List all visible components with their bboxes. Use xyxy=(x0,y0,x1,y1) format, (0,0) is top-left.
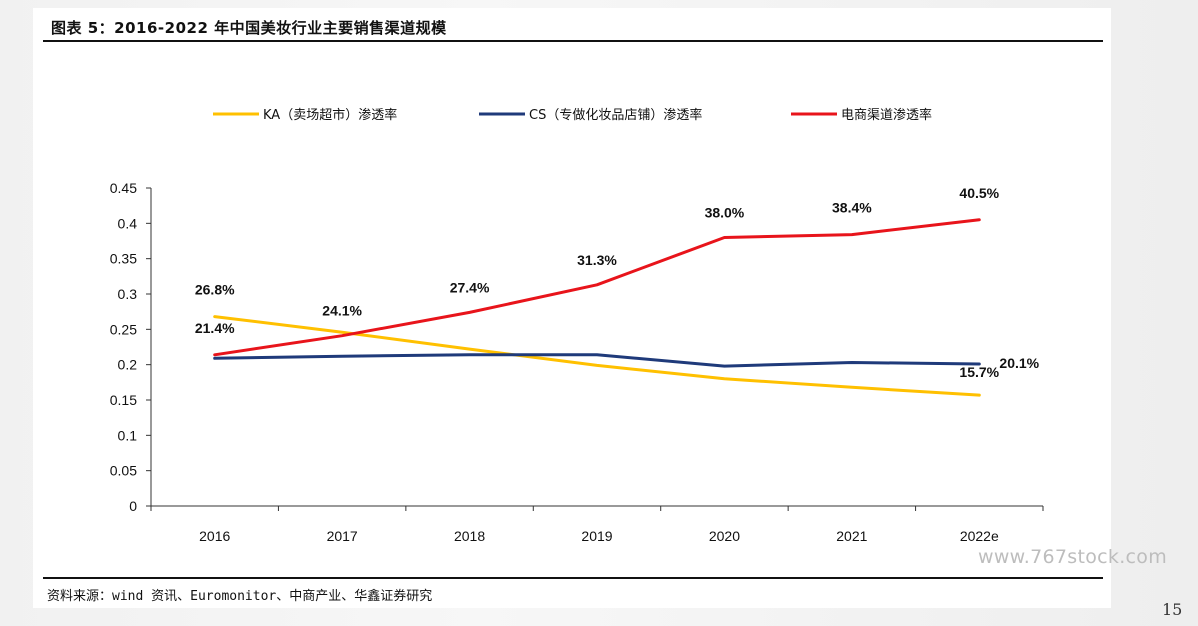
title-bar: 图表 5：2016-2022 年中国美妆行业主要销售渠道规模 xyxy=(43,12,1103,42)
data-label: 15.7% xyxy=(959,364,999,380)
line-chart: 0 0.05 0.1 0.15 0.2 0.25 0.3 0.35 0.4 0.45 2016 201… xyxy=(110,107,1044,544)
y-tick-label: 0.1 xyxy=(118,427,138,443)
y-tick-label: 0.45 xyxy=(110,180,137,196)
data-label: 38.0% xyxy=(705,204,745,220)
data-label: 38.4% xyxy=(832,200,872,216)
data-label: 21.4% xyxy=(195,320,235,336)
legend-label: 电商渠道渗透率 xyxy=(841,107,932,123)
report-figure-card: 图表 5：2016-2022 年中国美妆行业主要销售渠道规模 0 0.05 0.1 0… xyxy=(33,8,1111,608)
y-tick-label: 0.05 xyxy=(110,463,137,479)
y-tick-label: 0.4 xyxy=(118,215,138,231)
data-label: 40.5% xyxy=(959,185,999,201)
data-label: 20.1% xyxy=(999,355,1039,371)
data-label: 26.8% xyxy=(195,282,235,298)
watermark: www.767stock.com xyxy=(978,546,1168,568)
figure-title: 图表 5：2016-2022 年中国美妆行业主要销售渠道规模 xyxy=(51,19,447,37)
y-tick-label: 0.25 xyxy=(110,321,137,337)
legend-label: CS（专做化妆品店铺）渗透率 xyxy=(529,107,702,123)
y-tick-label: 0 xyxy=(129,498,137,514)
series-line-1 xyxy=(213,353,981,368)
x-tick-label: 2019 xyxy=(581,528,612,544)
x-tick-label: 2022e xyxy=(960,528,999,544)
y-tick-label: 0.2 xyxy=(118,357,138,373)
source-divider xyxy=(43,577,1103,579)
data-label: 24.1% xyxy=(322,303,362,319)
series-line-0 xyxy=(213,315,981,397)
data-label: 27.4% xyxy=(450,279,490,295)
x-tick-label: 2016 xyxy=(199,528,230,544)
x-tick-label: 2018 xyxy=(454,528,485,544)
x-tick-label: 2021 xyxy=(836,528,867,544)
data-label: 31.3% xyxy=(577,252,617,268)
source-note: 资料来源：wind 资讯、Euromonitor、中商产业、华鑫证券研究 xyxy=(47,589,433,604)
page-number: 15 xyxy=(1162,600,1183,619)
x-tick-label: 2020 xyxy=(709,528,740,544)
legend-label: KA（卖场超市）渗透率 xyxy=(263,107,397,123)
y-tick-label: 0.35 xyxy=(110,251,137,267)
y-tick-label: 0.15 xyxy=(110,392,137,408)
y-tick-label: 0.3 xyxy=(118,286,138,302)
series-line-2 xyxy=(213,218,981,357)
x-tick-label: 2017 xyxy=(327,528,358,544)
